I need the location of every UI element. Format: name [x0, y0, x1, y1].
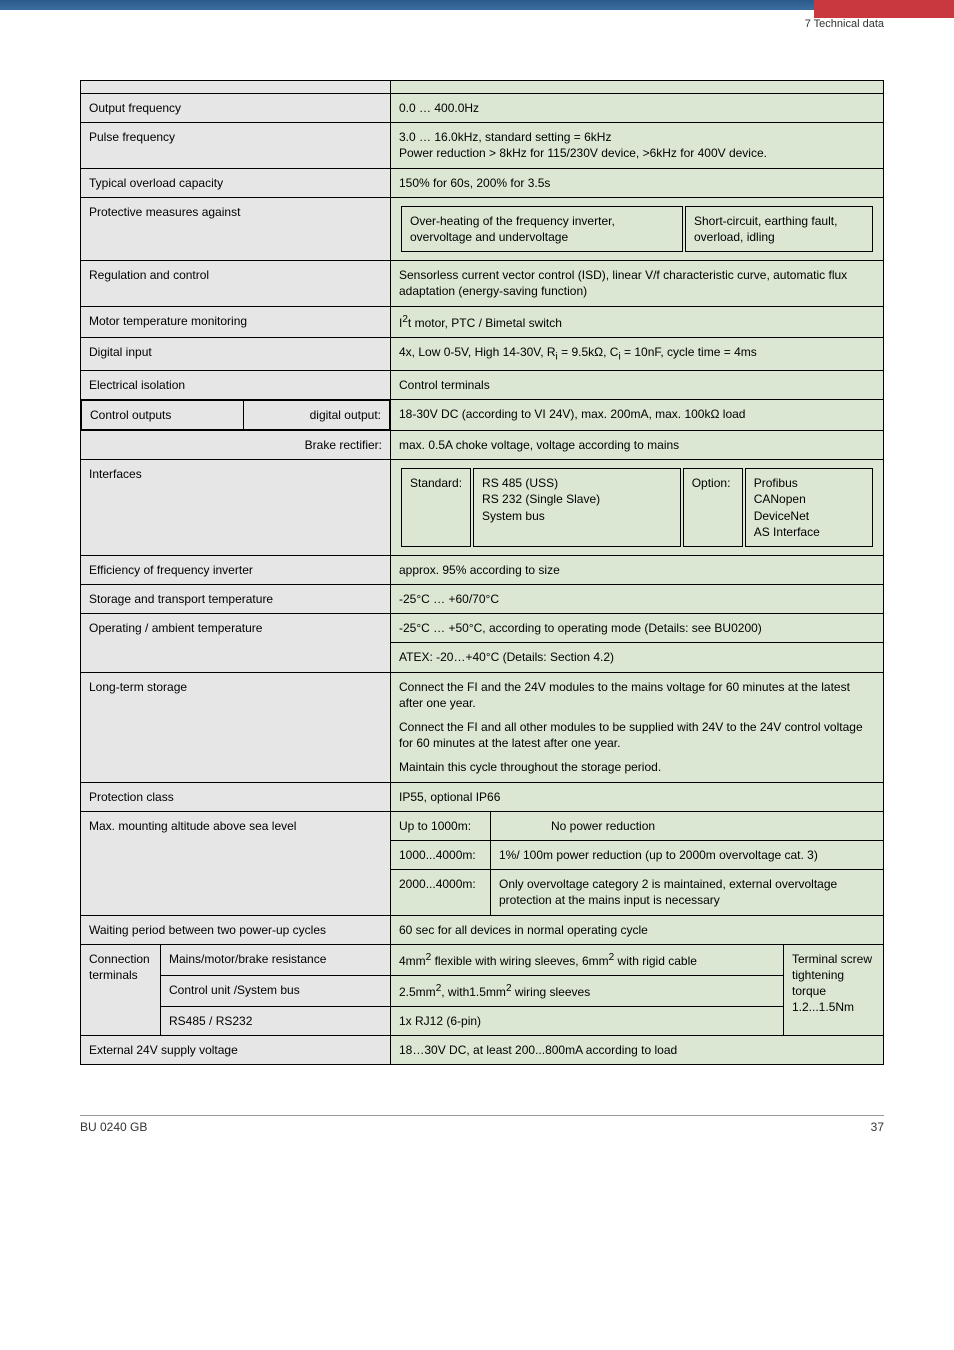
- conn-r2v: 2.5mm2, with1.5mm2 wiring sleeves: [391, 975, 784, 1006]
- conn-r1l: Mains/motor/brake resistance: [161, 944, 391, 975]
- row-label: Efficiency of frequency inverter: [81, 555, 391, 584]
- row-value: IP55, optional IP66: [391, 782, 884, 811]
- row-label: Output frequency: [81, 94, 391, 123]
- row-label: Protection class: [81, 782, 391, 811]
- row-label: Max. mounting altitude above sea level: [81, 811, 391, 915]
- top-bar: [0, 0, 954, 10]
- row-value: Over-heating of the frequency inverter, …: [391, 197, 884, 260]
- alt-r2l: 1000...4000m:: [391, 840, 491, 869]
- row-label: Waiting period between two power-up cycl…: [81, 915, 391, 944]
- row-value: max. 0.5A choke voltage, voltage accordi…: [391, 430, 884, 459]
- row-value: approx. 95% according to size: [391, 555, 884, 584]
- conn-right: Terminal screw tightening torque 1.2...1…: [784, 944, 884, 1036]
- conn-r3v: 1x RJ12 (6-pin): [391, 1007, 784, 1036]
- row-label: Protective measures against: [81, 197, 391, 260]
- protective-left: Over-heating of the frequency inverter, …: [401, 206, 683, 252]
- row-value: Sensorless current vector control (ISD),…: [391, 261, 884, 306]
- row-label: Interfaces: [81, 460, 391, 556]
- row-value: -25°C … +60/70°C: [391, 585, 884, 614]
- alt-r3l: 2000...4000m:: [391, 870, 491, 915]
- row-value: 3.0 … 16.0kHz, standard setting = 6kHz P…: [391, 123, 884, 168]
- row-value: I2t motor, PTC / Bimetal switch: [391, 306, 884, 337]
- alt-r1l: Up to 1000m:: [391, 811, 491, 840]
- brake-rect-label: Brake rectifier:: [81, 430, 391, 459]
- std-items: RS 485 (USS) RS 232 (Single Slave) Syste…: [473, 468, 681, 547]
- row-value: -25°C … +50°C, according to operating mo…: [391, 614, 884, 643]
- opt-label: Option:: [683, 468, 743, 547]
- conn-r1v: 4mm2 flexible with wiring sleeves, 6mm2 …: [391, 944, 784, 975]
- row-value: 0.0 … 400.0Hz: [391, 94, 884, 123]
- long-term-p1: Connect the FI and the 24V modules to th…: [399, 679, 875, 711]
- row-label: Digital input: [81, 337, 391, 370]
- row-label: Operating / ambient temperature: [81, 614, 391, 672]
- row-value: Standard: RS 485 (USS) RS 232 (Single Sl…: [391, 460, 884, 556]
- page-content: Output frequency 0.0 … 400.0Hz Pulse fre…: [0, 30, 954, 1085]
- conn-r3l: RS485 / RS232: [161, 1007, 391, 1036]
- long-term-p3: Maintain this cycle throughout the stora…: [399, 759, 875, 775]
- long-term-p2: Connect the FI and all other modules to …: [399, 719, 875, 751]
- footer: BU 0240 GB 37: [0, 1085, 954, 1154]
- protective-right: Short-circuit, earthing fault, overload,…: [685, 206, 873, 252]
- alt-r1v: No power reduction: [491, 811, 884, 840]
- footer-left: BU 0240 GB: [80, 1120, 147, 1134]
- row-label: External 24V supply voltage: [81, 1036, 391, 1065]
- row-value: Control terminals: [391, 370, 884, 399]
- opt-items: Profibus CANopen DeviceNet AS Interface: [745, 468, 873, 547]
- alt-r2v: 1%/ 100m power reduction (up to 2000m ov…: [491, 840, 884, 869]
- row-value: 150% for 60s, 200% for 3.5s: [391, 168, 884, 197]
- row-value: 4x, Low 0-5V, High 14-30V, Ri = 9.5kΩ, C…: [391, 337, 884, 370]
- header-section: 7 Technical data: [0, 10, 954, 30]
- control-outputs-label: Control outputs: [82, 400, 244, 429]
- row-label: Long-term storage: [81, 672, 391, 782]
- row-value: 18-30V DC (according to VI 24V), max. 20…: [391, 399, 884, 430]
- footer-right: 37: [871, 1120, 884, 1134]
- alt-r3v: Only overvoltage category 2 is maintaine…: [491, 870, 884, 915]
- row-label: Storage and transport temperature: [81, 585, 391, 614]
- conn-r2l: Control unit /System bus: [161, 975, 391, 1006]
- row-value: 18…30V DC, at least 200...800mA accordin…: [391, 1036, 884, 1065]
- conn-group: Connection terminals: [81, 944, 161, 1036]
- row-value: 60 sec for all devices in normal operati…: [391, 915, 884, 944]
- row-value: Connect the FI and the 24V modules to th…: [391, 672, 884, 782]
- row-label: Motor temperature monitoring: [81, 306, 391, 337]
- row-label: Electrical isolation: [81, 370, 391, 399]
- digital-output-label: digital output:: [244, 400, 390, 429]
- std-label: Standard:: [401, 468, 471, 547]
- row-label: Pulse frequency: [81, 123, 391, 168]
- row-label: Regulation and control: [81, 261, 391, 306]
- row-value: ATEX: -20…+40°C (Details: Section 4.2): [391, 643, 884, 672]
- spec-table: Output frequency 0.0 … 400.0Hz Pulse fre…: [80, 80, 884, 1065]
- row-label: Typical overload capacity: [81, 168, 391, 197]
